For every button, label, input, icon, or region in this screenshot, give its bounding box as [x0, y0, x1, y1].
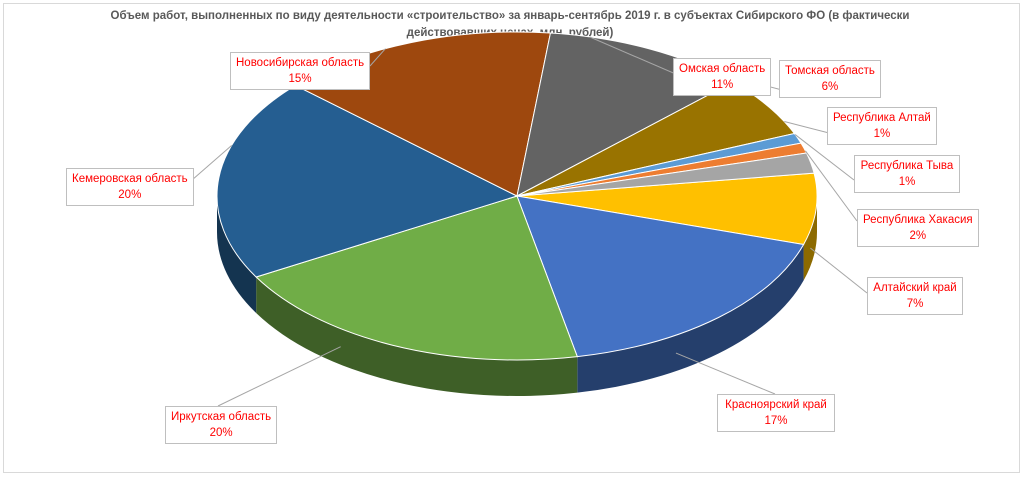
data-label-name: Красноярский край [725, 399, 827, 411]
data-label-name: Алтайский край [873, 282, 957, 294]
data-label-name: Республика Алтай [833, 112, 931, 124]
data-label-percent: 11% [711, 79, 734, 91]
data-label-name: Республика Тыва [860, 160, 954, 172]
data-label-percent: 1% [873, 128, 891, 140]
data-label-percent: 17% [764, 415, 788, 427]
data-label: Новосибирская область 15% [230, 52, 371, 90]
data-label: Алтайский край 7% [867, 277, 963, 315]
data-label: Омская область 11% [673, 58, 772, 96]
pie-slice-0[interactable] [516, 172, 818, 246]
pie-slice-side-0 [803, 196, 817, 281]
leader-line-0 [810, 247, 868, 294]
data-label-percent: 6% [821, 81, 839, 93]
pie-slice-side-2 [256, 277, 578, 396]
leader-line-9 [804, 150, 858, 222]
chart-area [3, 3, 1020, 473]
data-label-percent: 1% [898, 176, 916, 188]
data-label: Кемеровская область 20% [66, 168, 194, 206]
data-label-percent: 2% [909, 230, 927, 242]
data-label-percent: 20% [118, 189, 142, 201]
leader-line-2 [217, 346, 341, 407]
pie-slice-1[interactable] [516, 195, 805, 358]
pie-slice-2[interactable] [255, 195, 579, 361]
pie-slice-3[interactable] [216, 84, 519, 278]
data-label-name: Омская область [679, 63, 766, 75]
leader-line-8 [794, 134, 855, 181]
data-label: Красноярский край 17% [717, 394, 835, 432]
pie-slice-side-1 [577, 244, 804, 393]
data-label: Республика Тыва 1% [854, 155, 960, 193]
data-label: Иркутская область 20% [165, 406, 278, 444]
data-label-name: Кемеровская область [72, 173, 188, 185]
data-label-percent: 15% [288, 73, 312, 85]
data-label-percent: 7% [906, 298, 924, 310]
data-label-name: Новосибирская область [236, 57, 365, 69]
leader-line-4 [369, 48, 386, 67]
leader-line-1 [675, 352, 776, 395]
data-label: Республика Хакасия 2% [857, 209, 979, 247]
data-label-name: Республика Хакасия [863, 214, 973, 226]
data-label-name: Томская область [785, 65, 875, 77]
leader-line-3 [191, 144, 233, 181]
data-label: Томская область 6% [779, 60, 881, 98]
data-label-name: Иркутская область [171, 411, 272, 423]
data-label: Республика Алтай 1% [827, 107, 937, 145]
data-label-percent: 20% [209, 427, 233, 439]
